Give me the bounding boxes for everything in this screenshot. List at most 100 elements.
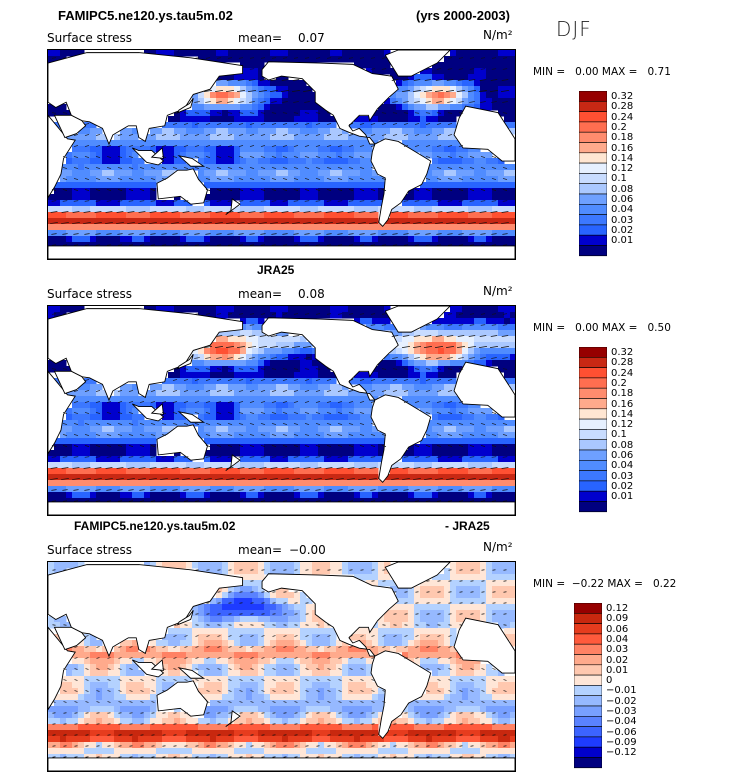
stress-vector [61,211,69,213]
stress-vector [129,690,133,692]
stress-vector [326,412,332,414]
stress-vector [239,679,243,681]
stress-vector [225,90,235,92]
stress-vector [425,401,431,403]
colorbar-swatch [574,613,602,624]
stress-vector [118,690,122,692]
stress-vector [501,79,509,81]
stress-vector [283,690,287,692]
stress-vector [128,456,134,458]
stress-vector [447,434,453,436]
stress-vector [227,434,233,436]
stress-vector [128,434,134,436]
stress-vector [95,145,101,147]
stress-vector [194,244,200,246]
stress-vector [479,211,487,213]
stress-vector [150,178,156,180]
stress-vector [249,233,255,235]
stress-vector [161,145,167,147]
stress-vector [216,445,222,447]
stress-vector [95,423,101,425]
stress-vector [217,701,221,703]
stress-vector [347,467,355,469]
stress-vector [414,200,420,202]
stress-vector [271,57,277,59]
stress-vector [436,368,442,370]
stress-vector [316,635,320,637]
max-label: MAX = [601,322,638,334]
stress-vector [271,112,277,114]
stress-vector [315,200,321,202]
stress-vector [480,57,486,59]
stress-vector [425,412,431,414]
stress-vector [272,701,276,703]
stress-vector [227,456,233,458]
stress-vector [182,211,190,213]
stress-vector [294,701,298,703]
stress-vector [249,112,255,114]
stress-vector [327,657,331,659]
stress-vector [249,200,255,202]
stress-vector [326,423,332,425]
stress-vector [392,489,398,491]
stress-vector [194,101,200,103]
stress-vector [107,668,111,670]
stress-vector [458,57,464,59]
stress-vector [349,657,353,659]
stress-vector [73,134,79,136]
stress-vector [195,668,199,670]
stress-vector [203,346,213,348]
stress-vector [294,690,298,692]
stress-vector [370,379,376,381]
stress-vector [424,335,432,337]
stress-vector [326,368,332,370]
stress-vector [260,445,266,447]
stress-vector [239,668,243,670]
stress-vector [205,500,211,502]
stress-vector [73,167,79,169]
stress-vector [447,112,453,114]
stress-vector [446,335,454,337]
stress-vector [228,635,232,637]
stress-vector [162,690,166,692]
stress-vector [149,222,157,224]
stress-vector [425,434,431,436]
stress-vector [292,222,300,224]
stress-vector [456,346,466,348]
stress-vector [161,244,167,246]
stress-vector [303,467,311,469]
stress-vector [381,244,387,246]
stress-vector [500,90,510,92]
map-svg [48,562,515,771]
stress-vector [370,456,376,458]
stress-vector [95,445,101,447]
colorbar-swatch [579,418,607,430]
stress-vector [403,489,409,491]
stress-vector [238,379,244,381]
stress-vector [492,668,496,670]
stress-vector [260,456,266,458]
stress-vector [73,412,79,414]
stress-vector [415,635,419,637]
stress-vector [315,390,321,392]
stress-vector [468,478,476,480]
coastline [132,147,165,166]
stress-vector [172,500,178,502]
stress-vector [73,434,79,436]
coastline [150,659,164,671]
stress-vector [139,401,145,403]
stress-vector [481,679,485,681]
stress-vector [72,211,80,213]
stress-vector [369,478,377,480]
stress-vector [315,456,321,458]
coastline [453,617,515,674]
coastline [176,98,194,114]
stress-vector [447,412,453,414]
stress-vector [469,445,475,447]
stress-vector [381,500,387,502]
stress-vector [260,134,266,136]
stress-vector [414,401,420,403]
stress-vector [63,690,67,692]
map-model [47,49,516,260]
stress-vector [459,701,463,703]
